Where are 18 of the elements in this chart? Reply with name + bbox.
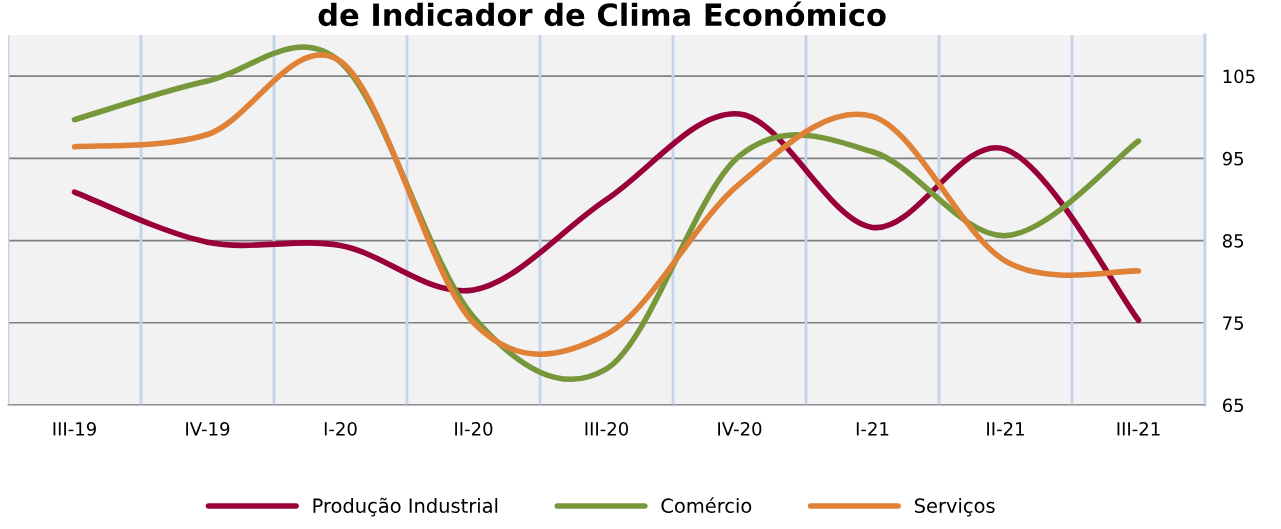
- y-tick-label: 95: [1222, 151, 1244, 166]
- chart-title: de Indicador de Clima Económico: [318, 1, 886, 27]
- legend-label: Serviços: [914, 497, 995, 517]
- legend-label: Comércio: [661, 497, 752, 514]
- x-tick-label: III-19: [53, 421, 96, 436]
- x-tick-label: III-20: [585, 421, 629, 436]
- x-tick-label: IV-19: [186, 421, 230, 436]
- y-tick-label: 75: [1223, 316, 1244, 330]
- y-tick-label: 105: [1223, 69, 1255, 84]
- x-tick-label: II-21: [987, 421, 1024, 436]
- x-tick-label: I-21: [856, 421, 889, 436]
- x-tick-label: III-21: [1117, 421, 1160, 436]
- legend-label: Produção Industrial: [313, 497, 498, 517]
- y-tick-label: 85: [1222, 234, 1244, 248]
- x-tick-label: I-20: [324, 421, 357, 436]
- x-tick-label: II-20: [455, 421, 493, 436]
- x-tick-label: IV-20: [718, 421, 762, 436]
- y-tick-label: 65: [1222, 398, 1244, 413]
